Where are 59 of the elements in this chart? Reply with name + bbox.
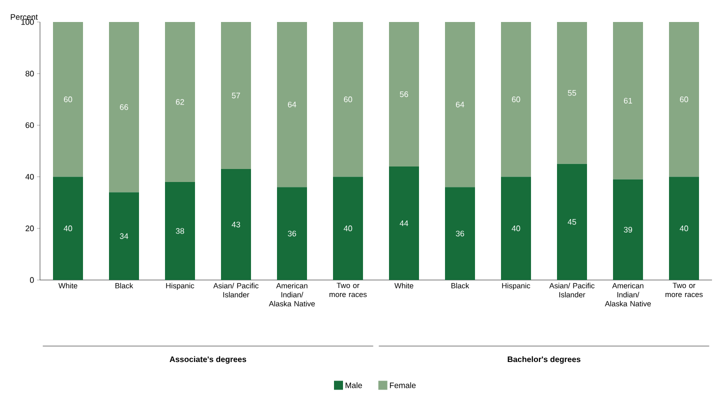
data-label: 60: [680, 96, 688, 102]
data-label: 64: [456, 102, 464, 108]
data-label: 44: [400, 220, 408, 226]
data-label: 38: [176, 228, 184, 234]
bar: [557, 22, 588, 164]
data-label: 64: [288, 102, 296, 108]
data-label: 40: [344, 226, 352, 232]
bar: [613, 22, 644, 180]
bar: [221, 169, 252, 280]
y-tick-label: 0: [30, 277, 34, 283]
bar: [109, 192, 140, 280]
data-label: 34: [120, 233, 128, 239]
data-label: 60: [64, 96, 72, 102]
bar: [165, 22, 196, 182]
bar: [53, 22, 83, 177]
bar: [501, 176, 532, 280]
bar: [501, 22, 532, 177]
data-label: 56: [400, 91, 408, 98]
y-tick-label: 100: [21, 19, 34, 25]
data-label: 40: [680, 226, 688, 232]
bar: [669, 22, 700, 177]
data-label: 36: [288, 230, 296, 236]
bar: [277, 187, 308, 280]
bar: [221, 22, 252, 170]
text: Associate's degrees: [170, 356, 246, 364]
data-label: 60: [512, 96, 520, 102]
bar: [53, 176, 83, 280]
legend-label: Male: [346, 382, 362, 388]
y-tick-label: 80: [26, 70, 34, 76]
text: Bachelor's degrees: [508, 356, 580, 364]
bar: [389, 166, 420, 280]
legend-label: Female: [390, 382, 416, 388]
y-tick-label: 40: [25, 174, 34, 180]
bar: [109, 22, 140, 192]
data-label: 40: [512, 226, 520, 232]
y-tick-label: 20: [26, 226, 34, 232]
data-label: 60: [344, 96, 352, 102]
bar: [445, 187, 476, 280]
data-label: 57: [232, 92, 240, 98]
data-label: 62: [176, 99, 184, 105]
bar: [165, 182, 196, 280]
bar: [669, 176, 700, 280]
data-label: 61: [624, 98, 632, 104]
data-label: 45: [568, 219, 576, 225]
y-tick-label: 60: [26, 122, 34, 128]
bar: [277, 22, 308, 188]
data-label: 66: [120, 104, 128, 110]
data-label: 43: [232, 222, 240, 228]
data-label: 55: [568, 90, 576, 96]
data-label: 40: [64, 226, 72, 232]
bar: [557, 164, 588, 280]
data-label: 36: [456, 230, 464, 236]
bar: [333, 22, 364, 177]
bar: [445, 22, 476, 188]
bar: [613, 179, 644, 280]
data-label: 39: [624, 226, 632, 233]
bar: [389, 22, 420, 166]
y-axis-title: Percent: [10, 14, 38, 20]
bar: [333, 176, 364, 280]
